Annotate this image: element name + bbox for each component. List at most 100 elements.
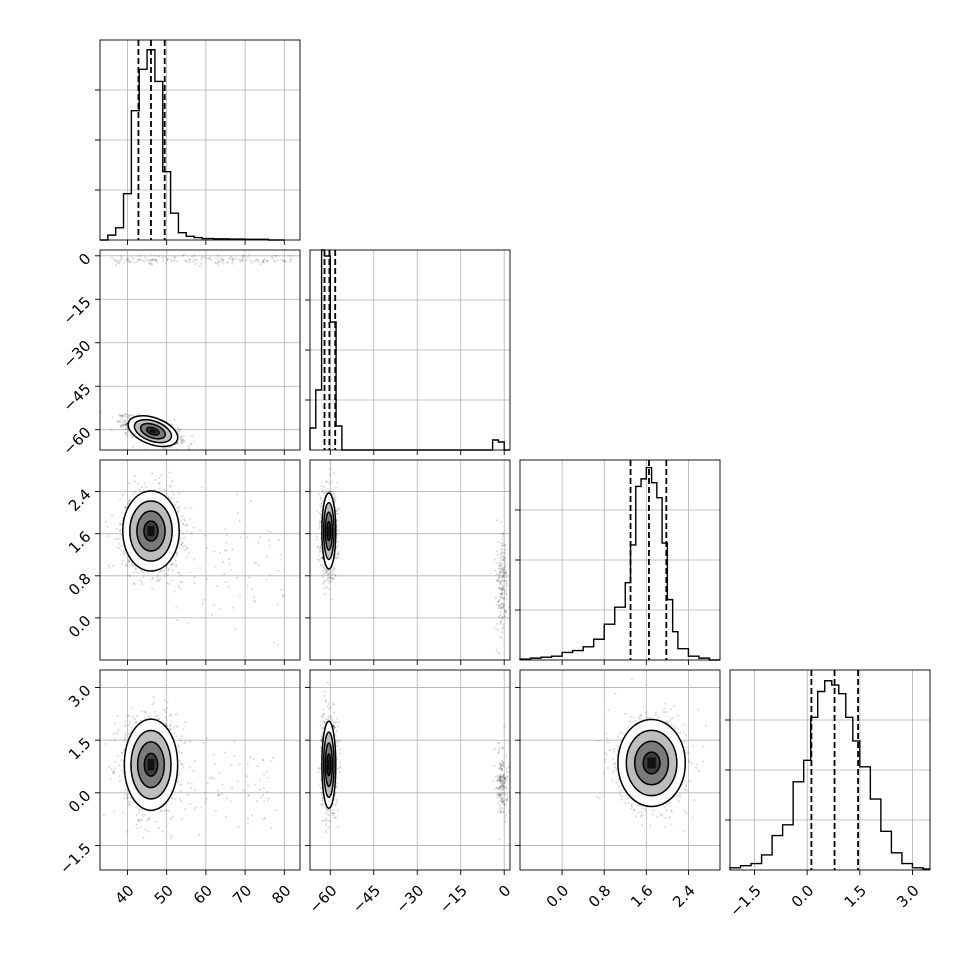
sample-point	[319, 545, 322, 548]
sample-point	[165, 259, 169, 262]
sample-point	[333, 567, 336, 570]
sample-point	[180, 442, 184, 445]
sample-point	[118, 259, 122, 263]
sample-point	[501, 558, 505, 562]
sample-point	[156, 260, 159, 263]
sample-point	[265, 578, 268, 582]
x-tick-label: 60	[190, 882, 216, 908]
sample-point	[178, 772, 181, 775]
sample-point	[179, 581, 182, 584]
sample-point	[124, 423, 127, 426]
sample-point	[126, 257, 130, 260]
sample-point	[169, 452, 171, 454]
sample-point	[127, 803, 131, 806]
sample-point	[498, 652, 501, 655]
sample-point	[502, 575, 505, 578]
sample-point	[223, 549, 227, 552]
sample-point	[186, 546, 189, 550]
sample-point	[268, 544, 271, 547]
sample-point	[128, 414, 131, 417]
sample-point	[124, 427, 128, 430]
sample-point	[497, 567, 501, 570]
sample-point	[501, 551, 504, 554]
sample-point	[122, 423, 125, 426]
sample-point	[120, 421, 123, 424]
sample-point	[499, 564, 502, 567]
sample-point	[180, 543, 183, 547]
sample-point	[498, 603, 501, 607]
sample-point	[319, 516, 322, 519]
sample-point	[232, 257, 235, 260]
sample-point	[127, 417, 130, 420]
sample-point	[500, 521, 503, 524]
sample-point	[149, 715, 152, 718]
sample-point	[110, 768, 113, 771]
sample-point	[503, 568, 506, 571]
sample-point	[122, 426, 125, 429]
sample-point	[123, 419, 127, 423]
sample-point	[173, 255, 176, 259]
sample-point	[502, 605, 505, 608]
x-tick-label: 40	[111, 882, 137, 908]
sample-point	[194, 262, 197, 266]
sample-point	[250, 261, 253, 264]
sample-point	[280, 588, 283, 591]
sample-point	[230, 255, 233, 259]
sample-point	[119, 257, 123, 261]
sample-point	[326, 579, 330, 582]
sample-point	[318, 558, 321, 561]
sample-point	[186, 793, 189, 797]
sample-point	[261, 260, 265, 263]
sample-point	[121, 423, 124, 426]
sample-point	[503, 590, 506, 593]
sample-point	[158, 571, 161, 574]
sample-point	[231, 606, 234, 609]
sample-point	[184, 808, 187, 811]
sample-point	[321, 500, 325, 503]
sample-point	[113, 258, 116, 261]
sample-point	[134, 567, 137, 570]
sample-point	[242, 532, 246, 535]
sample-point	[504, 548, 507, 552]
sample-point	[181, 542, 184, 545]
sample-point	[193, 557, 196, 561]
sample-point	[504, 573, 507, 576]
sample-point	[168, 471, 171, 474]
sample-point	[322, 491, 326, 494]
sample-point	[316, 558, 319, 561]
sample-point	[120, 544, 123, 547]
sample-point	[118, 547, 121, 550]
sample-point	[323, 486, 326, 489]
sample-point	[184, 544, 187, 547]
sample-point	[501, 606, 504, 609]
sample-point	[318, 550, 322, 553]
sample-point	[124, 431, 128, 435]
sample-point	[126, 830, 129, 833]
sample-point	[119, 529, 122, 532]
sample-point	[220, 257, 223, 260]
sample-point	[502, 555, 505, 558]
sample-point	[118, 413, 121, 416]
sample-point	[318, 554, 321, 557]
sample-point	[139, 258, 142, 261]
sample-point	[124, 423, 128, 426]
sample-point	[182, 440, 185, 443]
sample-point	[214, 261, 217, 264]
sample-point	[316, 545, 319, 548]
sample-point	[226, 534, 229, 537]
sample-point	[246, 256, 249, 259]
sample-point	[321, 569, 324, 573]
sample-point	[178, 438, 182, 441]
sample-point	[253, 595, 256, 598]
sample-point	[281, 258, 284, 261]
sample-point	[179, 520, 182, 523]
sample-point	[151, 472, 154, 475]
sample-point	[156, 573, 159, 576]
sample-point	[333, 497, 336, 500]
sample-point	[276, 259, 279, 262]
sample-point	[178, 435, 182, 438]
sample-point	[147, 830, 150, 833]
sample-point	[114, 537, 117, 541]
sample-point	[326, 573, 330, 576]
